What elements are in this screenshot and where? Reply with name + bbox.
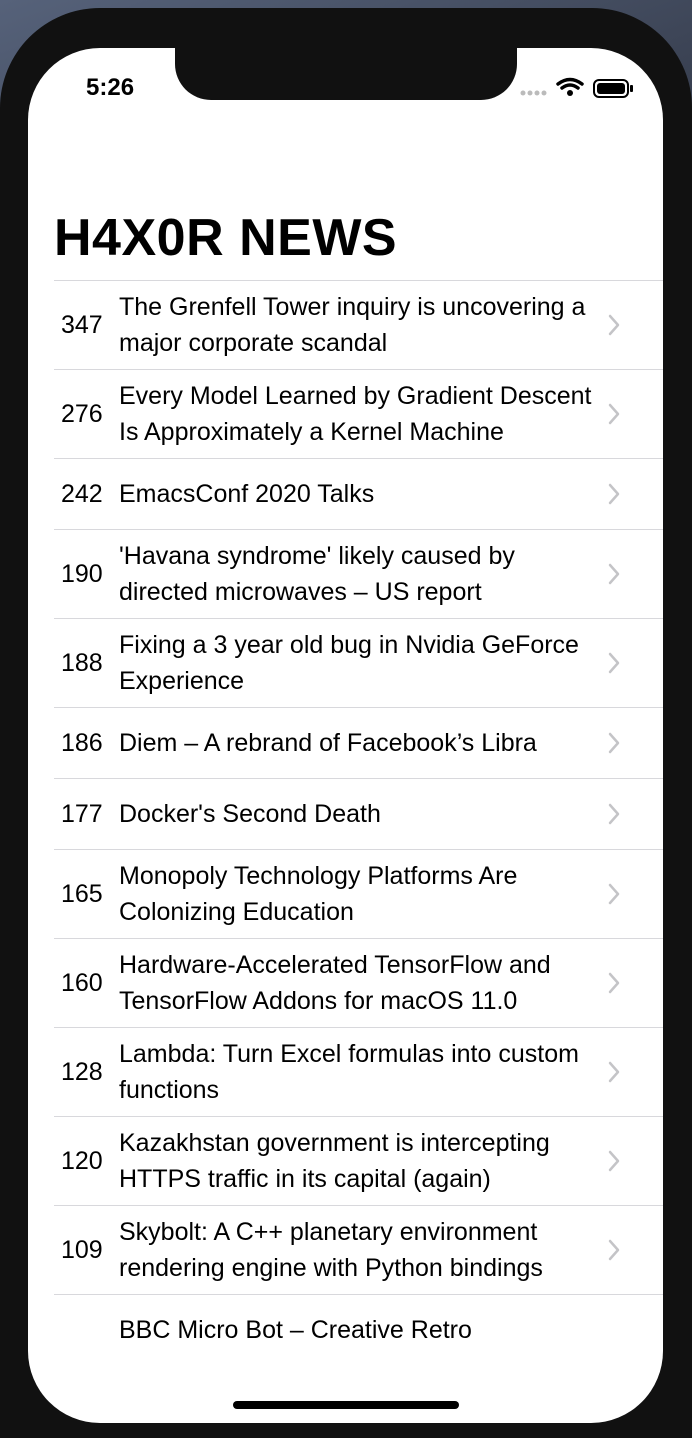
chevron	[608, 883, 620, 905]
story-row[interactable]: 177 Docker's Second Death	[54, 778, 663, 849]
story-score: 186	[61, 728, 103, 757]
chevron	[608, 1061, 620, 1083]
story-score: 188	[61, 648, 103, 677]
story-row[interactable]: 165 Monopoly Technology Platforms Are Col…	[54, 849, 663, 938]
story-row[interactable]: 160 Hardware-Accelerated TensorFlow and T…	[54, 938, 663, 1027]
story-score: 347	[61, 310, 103, 339]
story-score: 190	[61, 559, 103, 588]
story-score: 276	[61, 399, 103, 428]
chevron	[608, 563, 620, 585]
story-row[interactable]: 120 Kazakhstan government is intercepting…	[54, 1116, 663, 1205]
story-row[interactable]: 276 Every Model Learned by Gradient Desce…	[54, 369, 663, 458]
story-row[interactable]: BBC Micro Bot – Creative Retro	[54, 1294, 663, 1365]
story-title: Every Model Learned by Gradient Descent …	[119, 382, 592, 446]
story-title: 'Havana syndrome' likely caused by direc…	[119, 542, 515, 606]
story-title: Skybolt: A C++ planetary environment ren…	[119, 1218, 543, 1282]
home-indicator	[233, 1401, 459, 1409]
story-title: Monopoly Technology Platforms Are Coloni…	[119, 862, 518, 926]
story-score: 109	[61, 1235, 103, 1264]
story-row[interactable]: 109 Skybolt: A C++ planetary environment …	[54, 1205, 663, 1294]
story-title: BBC Micro Bot – Creative Retro	[119, 1316, 472, 1344]
chevron	[608, 652, 620, 674]
story-title: The Grenfell Tower inquiry is uncovering…	[119, 293, 586, 357]
status-icons	[520, 77, 633, 98]
story-row[interactable]: 186 Diem – A rebrand of Facebook’s Libra	[54, 707, 663, 778]
chevron	[608, 1239, 620, 1261]
chevron	[608, 803, 620, 825]
story-row[interactable]: 242 EmacsConf 2020 Talks	[54, 458, 663, 529]
phone-frame: 5:26 H4X0R NEWS 347 The Grenfell Tower in…	[0, 8, 692, 1438]
story-score: 128	[61, 1057, 103, 1086]
story-title: Fixing a 3 year old bug in Nvidia GeForc…	[119, 631, 579, 695]
story-score: 242	[61, 479, 103, 508]
notch	[175, 48, 517, 100]
story-title: Diem – A rebrand of Facebook’s Libra	[119, 729, 537, 757]
story-score: 160	[61, 968, 103, 997]
story-row[interactable]: 190 'Havana syndrome' likely caused by di…	[54, 529, 663, 618]
app-title: H4X0R NEWS	[54, 209, 398, 267]
story-title: Hardware-Accelerated TensorFlow and Tens…	[119, 951, 551, 1015]
story-title: Lambda: Turn Excel formulas into custom …	[119, 1040, 579, 1104]
story-score: 177	[61, 799, 103, 828]
story-title: Docker's Second Death	[119, 800, 381, 828]
story-row[interactable]: 188 Fixing a 3 year old bug in Nvidia GeF…	[54, 618, 663, 707]
chevron	[608, 314, 620, 336]
chevron	[608, 1150, 620, 1172]
chevron	[608, 972, 620, 994]
screen: 5:26 H4X0R NEWS 347 The Grenfell Tower in…	[28, 48, 663, 1423]
story-row[interactable]: 128 Lambda: Turn Excel formulas into cust…	[54, 1027, 663, 1116]
story-list: 347 The Grenfell Tower inquiry is uncover…	[54, 280, 663, 1365]
story-score: 120	[61, 1146, 103, 1175]
status-time: 5:26	[86, 74, 135, 101]
story-score: 165	[61, 879, 103, 908]
story-title: EmacsConf 2020 Talks	[119, 480, 375, 508]
chevron	[608, 403, 620, 425]
chevron	[608, 732, 620, 754]
story-row[interactable]: 347 The Grenfell Tower inquiry is uncover…	[54, 280, 663, 369]
chevron	[608, 483, 620, 505]
story-title: Kazakhstan government is intercepting HT…	[119, 1129, 550, 1193]
